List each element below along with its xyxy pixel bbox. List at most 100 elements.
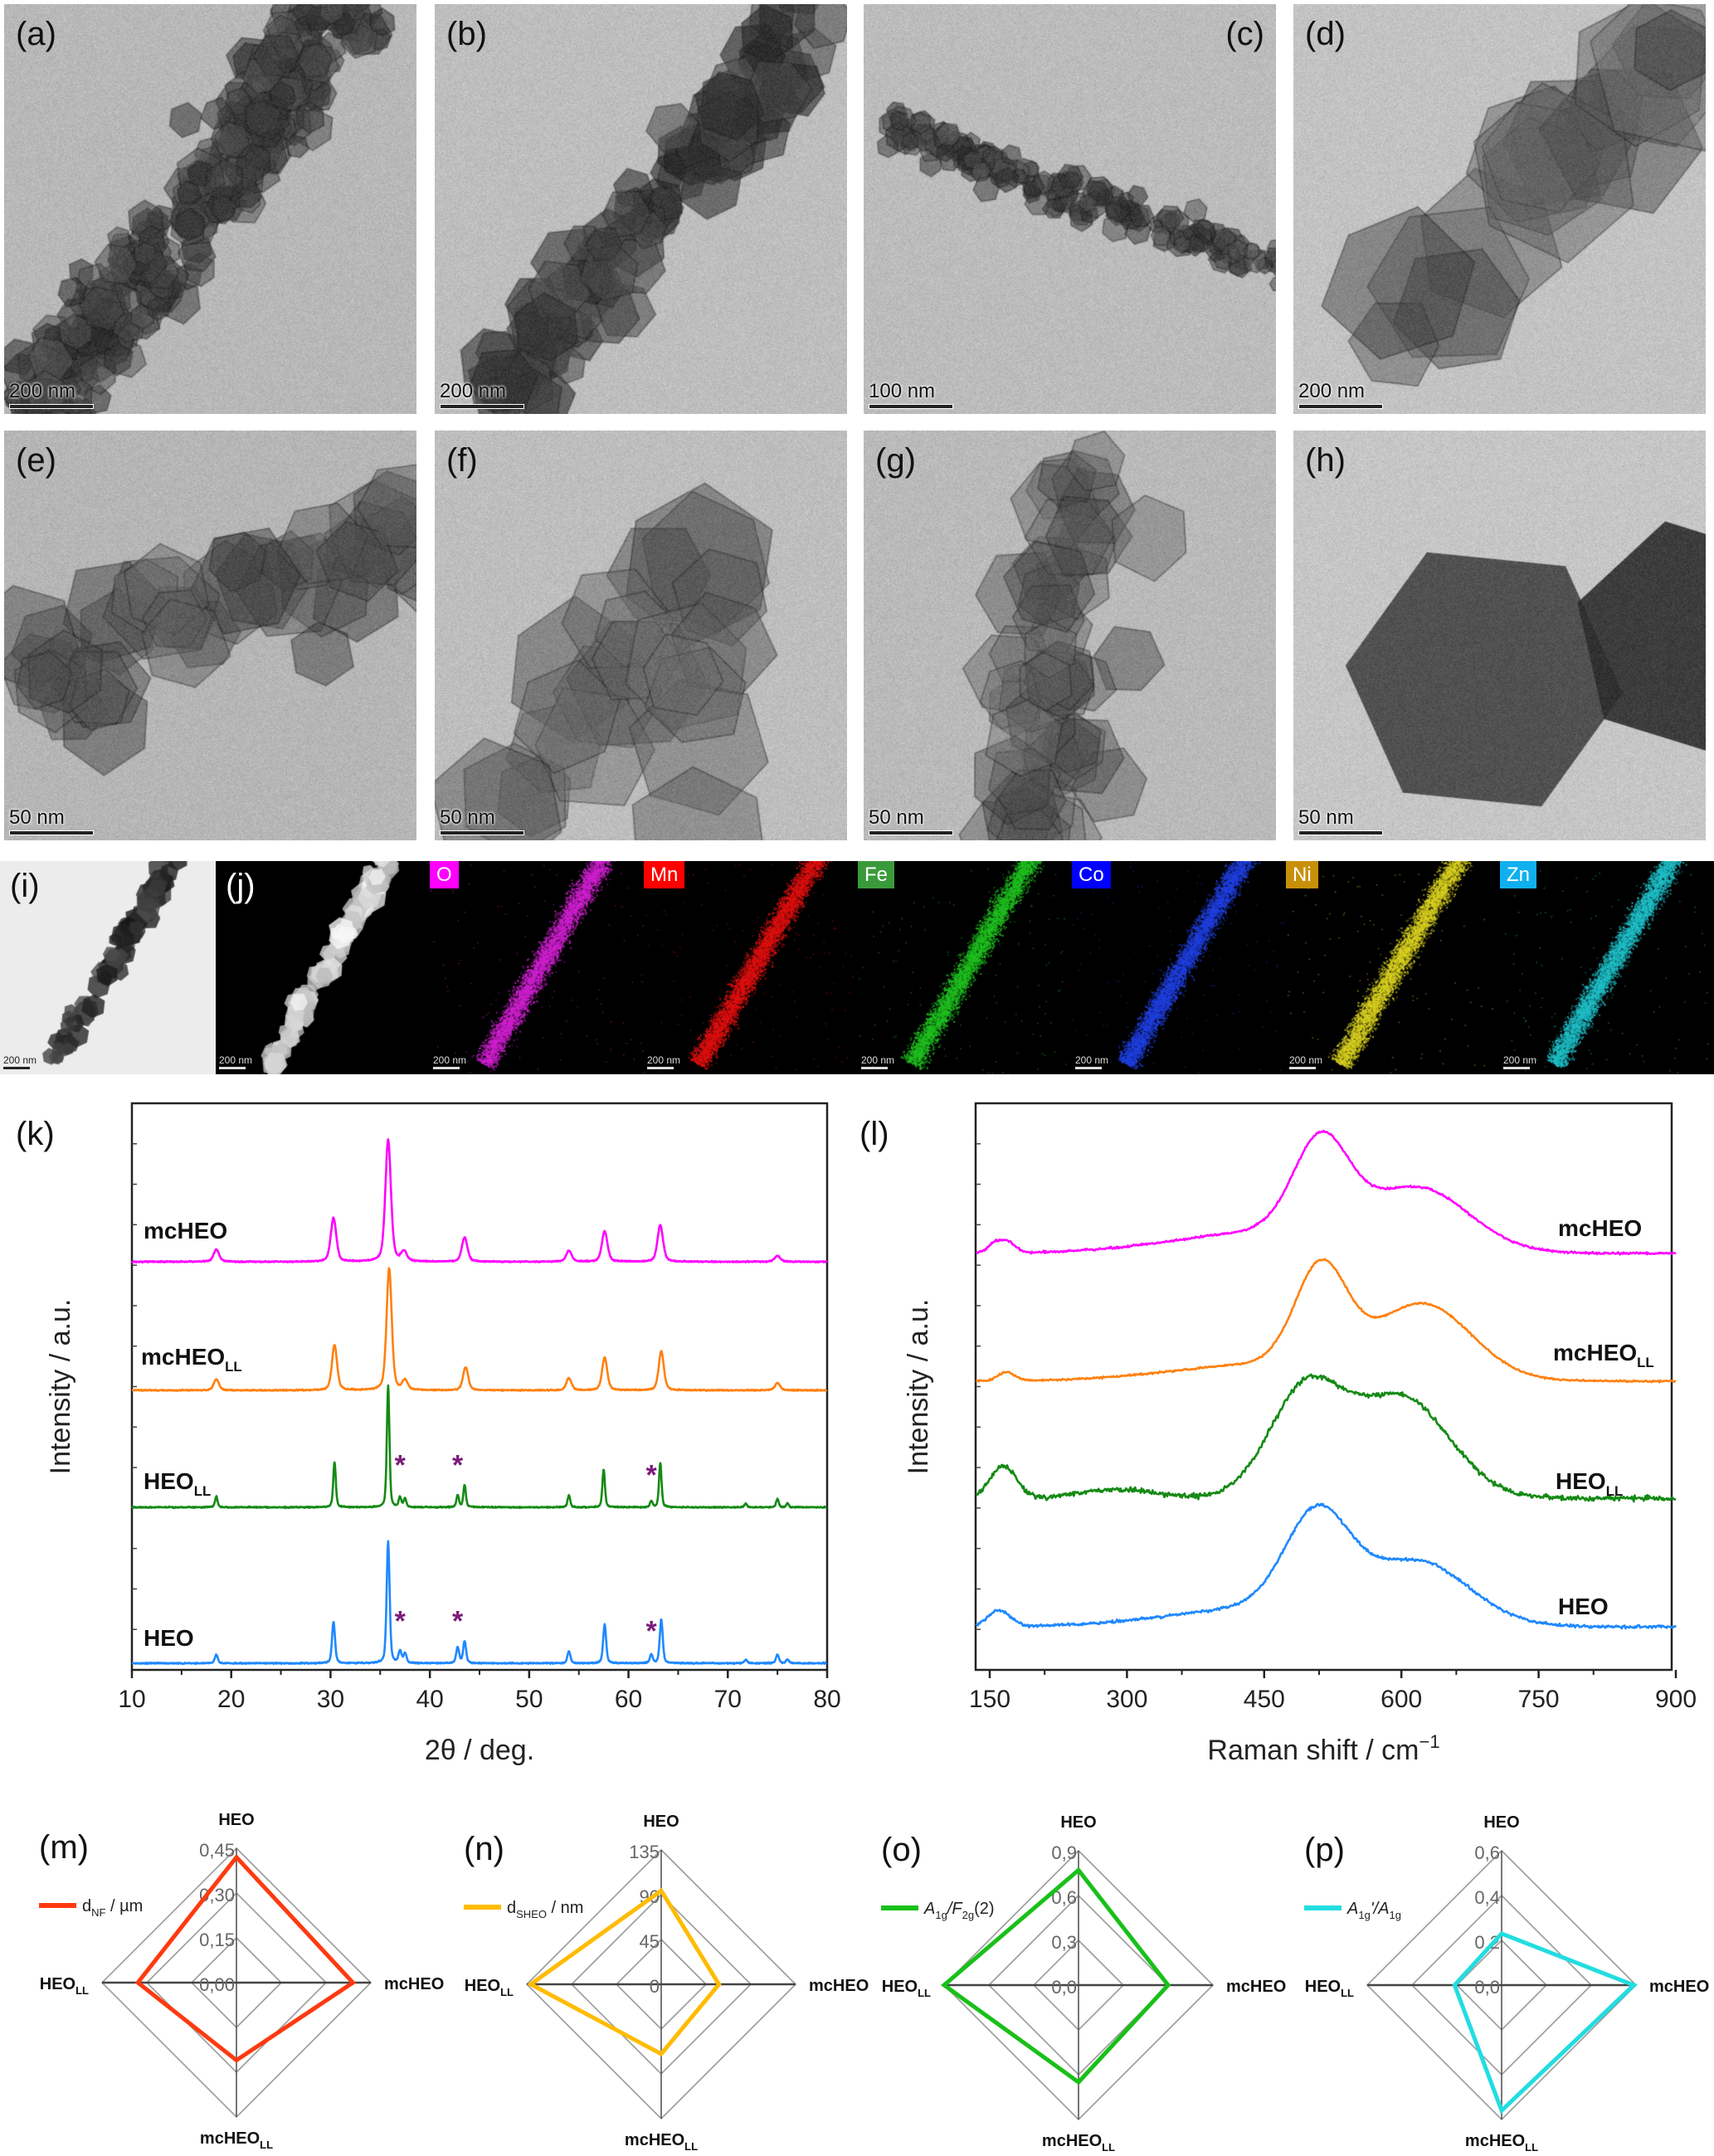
plot-frame xyxy=(974,1102,1673,1672)
radar-axis-label-main: HEO xyxy=(40,1975,75,1993)
legend-label-part: A xyxy=(923,1900,935,1918)
element-label: Ni xyxy=(1286,861,1318,888)
scale-bar-label: 200 nm xyxy=(647,1054,681,1066)
scale-bar-line xyxy=(647,1067,674,1069)
radar-axis-label-sub: LL xyxy=(500,1986,514,1998)
series-label-main: HEO xyxy=(144,1625,194,1651)
x-tick-label: 30 xyxy=(317,1686,344,1713)
plot-frame xyxy=(130,1102,829,1672)
radar-tick-label: 0,0 xyxy=(1474,1977,1500,1998)
eds-canvas xyxy=(1286,861,1500,1074)
series-label-sub: LL xyxy=(1606,1483,1624,1499)
scale-bar: 200 nm xyxy=(219,1054,252,1069)
series-label: mcHEOLL xyxy=(141,1344,242,1375)
radar-axis-label: HEO xyxy=(643,1813,679,1831)
legend-label: dNF / µm xyxy=(82,1897,143,1919)
tem-micrograph xyxy=(864,431,1276,840)
radar-axis-label: mcHEO xyxy=(384,1975,444,1993)
scale-bar: 50 nm xyxy=(440,806,524,835)
series-line xyxy=(975,1373,1677,1503)
radar-axis-label: mcHEOLL xyxy=(1465,2132,1538,2154)
series-line xyxy=(131,1267,828,1393)
legend-label: A1g'/A1g xyxy=(1346,1900,1401,1921)
radar-axis-label-sub: LL xyxy=(1525,2141,1538,2154)
scale-bar: 50 nm xyxy=(1298,806,1383,835)
radar-tick-label: 0,6 xyxy=(1474,1842,1500,1863)
x-tick-label: 300 xyxy=(1106,1686,1147,1713)
radar-axis-label: mcHEOLL xyxy=(625,2131,698,2153)
eds-map-fe: Fe 200 nm xyxy=(858,861,1072,1074)
radar-chart: 0,00,30,60,9HEOmcHEOmcHEOLLHEOLL(o)A1g/F… xyxy=(881,1813,1286,2154)
radar-axis-label-main: mcHEO xyxy=(384,1975,444,1993)
series-line xyxy=(131,1540,828,1666)
tem-image-panel: (h) 50 nm xyxy=(1293,431,1706,840)
legend-label-part: / nm xyxy=(547,1899,583,1917)
eds-canvas xyxy=(1500,861,1714,1074)
scale-bar-label: 200 nm xyxy=(1503,1054,1537,1066)
panel-label: (a) xyxy=(16,16,56,52)
panel-label: (h) xyxy=(1305,442,1346,479)
series-label: mcHEOLL xyxy=(1553,1340,1654,1370)
eds-map-mn: Mn 200 nm xyxy=(644,861,858,1074)
panel-label: (n) xyxy=(464,1831,504,1867)
tem-micrograph xyxy=(1293,431,1706,840)
legend-label-part: (2) xyxy=(974,1900,994,1918)
radar-axis-label-sub: LL xyxy=(260,2139,273,2151)
series-label-main: HEO xyxy=(1558,1594,1609,1619)
x-tick-label: 40 xyxy=(416,1686,443,1713)
radar-tick-label: 0,45 xyxy=(199,1840,235,1861)
radar-axis-label-main: mcHEO xyxy=(200,2129,260,2148)
scale-bar-label: 50 nm xyxy=(1298,806,1354,829)
radar-chart: 0,00,20,40,6HEOmcHEOmcHEOLLHEOLL(p)A1g'/… xyxy=(1304,1813,1709,2154)
radar-axis-label: mcHEO xyxy=(809,1977,869,1995)
x-tick-label: 150 xyxy=(969,1686,1010,1713)
series-label-main: mcHEO xyxy=(1553,1340,1637,1365)
series-label-sub: LL xyxy=(194,1483,212,1499)
element-label: Fe xyxy=(858,861,895,888)
radar-axis-label: HEO xyxy=(1483,1813,1519,1832)
radar-tick-label: 0,00 xyxy=(199,1974,235,1995)
impurity-marker: * xyxy=(395,1449,407,1481)
y-axis-title: Intensity / a.u. xyxy=(903,1299,934,1475)
element-label: O xyxy=(430,861,459,888)
radar-axis-label-main: HEO xyxy=(882,1978,918,1996)
radar-axis-label-main: mcHEO xyxy=(809,1977,869,1995)
series-line xyxy=(130,1138,828,1264)
radar-chart: 0,000,150,300,45HEOmcHEOmcHEOLLHEOLL(m)d… xyxy=(39,1811,444,2151)
eds-map-ni: Ni 200 nm xyxy=(1286,861,1500,1074)
eds-canvas xyxy=(858,861,1072,1074)
tem-image-panel: (b) 200 nm xyxy=(435,4,847,414)
series-label-sub: LL xyxy=(1637,1355,1654,1370)
scale-bar-line xyxy=(440,830,524,835)
radar-axis-label-sub: LL xyxy=(1102,2141,1115,2154)
panel-label: (b) xyxy=(446,16,487,52)
scale-bar-label: 200 nm xyxy=(1298,380,1366,402)
eds-canvas xyxy=(430,861,644,1074)
panel-label: (g) xyxy=(875,442,916,479)
radar-tick-label: 0,0 xyxy=(1051,1977,1077,1998)
panel-label: (l) xyxy=(859,1116,889,1152)
x-tick-label: 450 xyxy=(1244,1686,1285,1713)
xrd-chart: (k) 10 20 30 40 50 60 70 80 2θ / deg. Intensity / … xyxy=(16,1102,841,1766)
panel-label: (f) xyxy=(446,442,478,479)
x-axis-title-text: 2θ / deg. xyxy=(425,1735,534,1766)
scale-bar-line xyxy=(440,404,524,409)
legend-label-part: 1g xyxy=(935,1909,947,1921)
tem-image-panel: (f) 50 nm xyxy=(435,431,847,840)
series-line xyxy=(976,1129,1677,1256)
impurity-marker: * xyxy=(645,1459,657,1491)
scale-bar: 200 nm xyxy=(1289,1054,1322,1069)
tem-image-panel: (e) 50 nm xyxy=(4,431,416,840)
radar-axis-label-main: mcHEO xyxy=(625,2131,684,2149)
scale-bar-label: 200 nm xyxy=(219,1054,253,1066)
radar-axis-label: HEOLL xyxy=(465,1977,514,1998)
x-tick-label: 600 xyxy=(1380,1686,1422,1713)
panel-label: (o) xyxy=(881,1832,922,1868)
element-label: Zn xyxy=(1500,861,1537,888)
scale-bar-line xyxy=(1298,404,1383,409)
series-label-main: HEO xyxy=(1556,1468,1606,1494)
x-axis-title: Raman shift / cm−1 xyxy=(1207,1731,1439,1766)
x-tick-label: 750 xyxy=(1518,1686,1560,1713)
radar-axis-label-main: mcHEO xyxy=(1042,2132,1102,2150)
scale-bar: 200 nm xyxy=(1075,1054,1108,1069)
